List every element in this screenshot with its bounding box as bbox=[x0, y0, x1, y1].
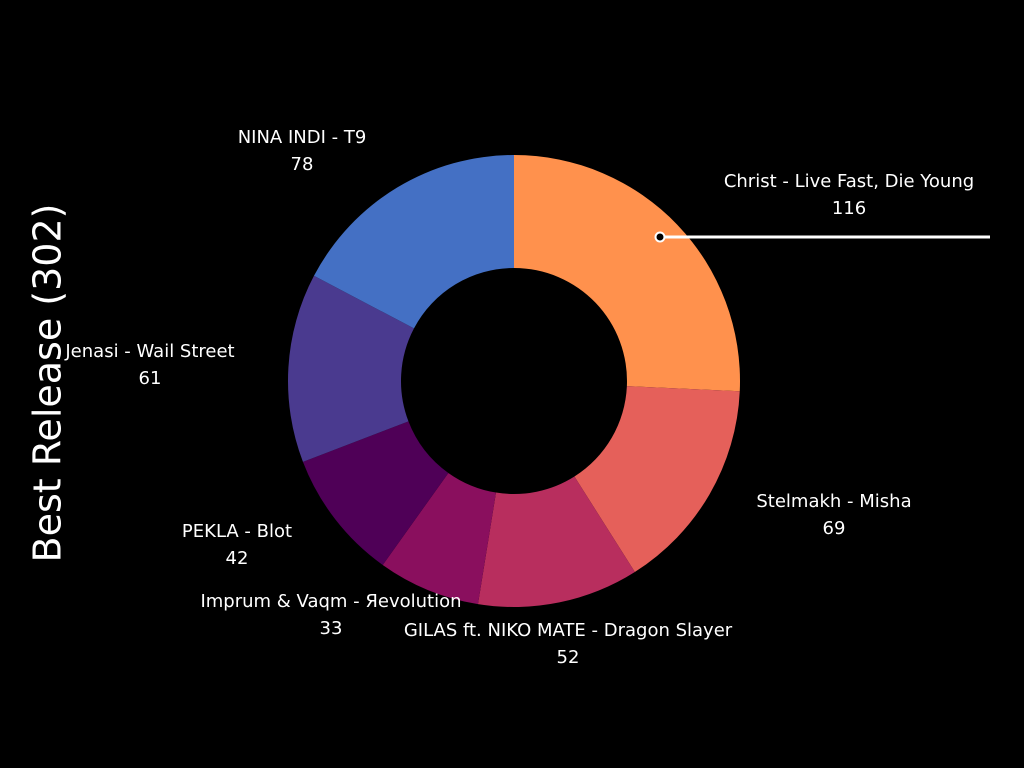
value-label: 42 bbox=[226, 548, 249, 569]
value-label: 116 bbox=[832, 198, 866, 219]
leader-dot bbox=[654, 231, 666, 243]
donut bbox=[288, 155, 740, 607]
segment-label: GILAS ft. NIKO MATE - Dragon Slayer bbox=[404, 620, 733, 641]
segment-label: Imprum & Vaqm - Яevolution bbox=[200, 591, 461, 612]
chart-title: Best Release (302) bbox=[26, 204, 70, 563]
segment-label: Stelmakh - Misha bbox=[756, 491, 911, 512]
donut-segment bbox=[477, 476, 635, 607]
value-label: 33 bbox=[320, 618, 343, 639]
donut-segment bbox=[574, 386, 740, 572]
segment-label: PEKLA - Blot bbox=[182, 521, 292, 542]
value-label: 69 bbox=[823, 518, 846, 539]
donut-segment bbox=[382, 472, 496, 605]
donut-segment bbox=[288, 275, 414, 462]
segment-label: NINA INDI - T9 bbox=[238, 127, 367, 148]
donut-segment bbox=[514, 155, 740, 392]
value-label: 52 bbox=[557, 647, 580, 668]
value-label: 78 bbox=[291, 154, 314, 175]
value-label: 61 bbox=[139, 368, 162, 389]
donut-segment bbox=[302, 421, 449, 565]
labels: Christ - Live Fast, Die Young 116 Stelmakh… bbox=[64, 127, 974, 668]
segment-label: Jenasi - Wail Street bbox=[64, 341, 234, 362]
donut-segment bbox=[313, 155, 514, 329]
segment-label: Christ - Live Fast, Die Young bbox=[724, 171, 974, 192]
